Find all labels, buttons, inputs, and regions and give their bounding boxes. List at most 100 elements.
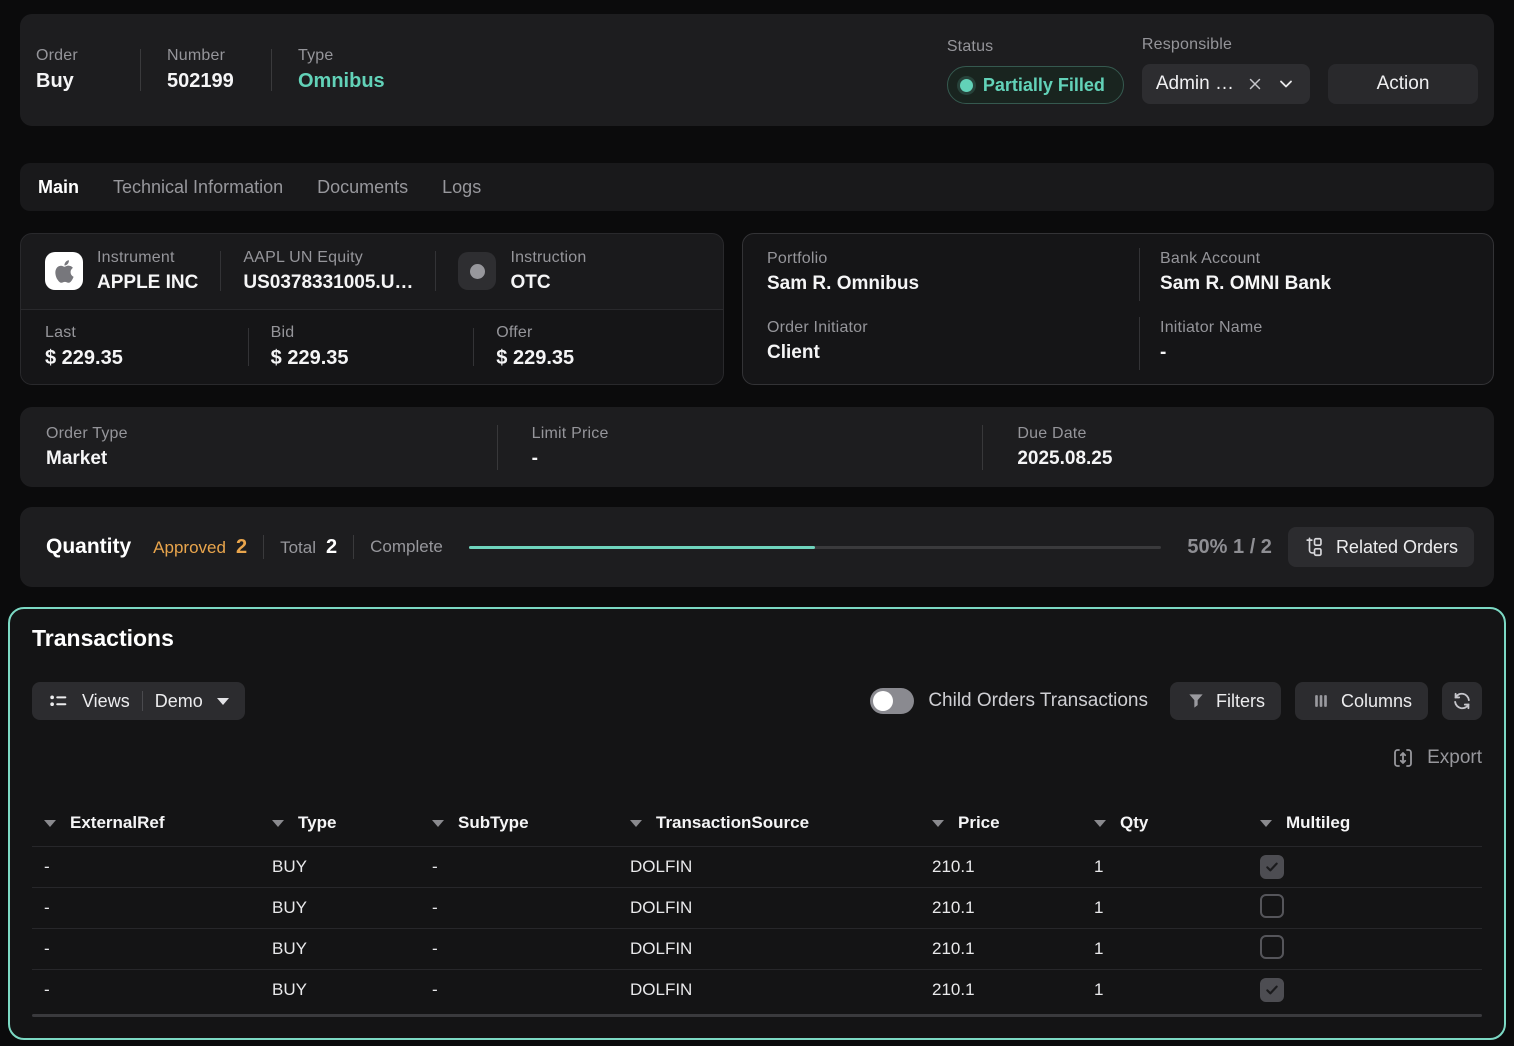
- cell-externalref: -: [44, 939, 50, 958]
- quantity-title: Quantity: [46, 535, 132, 558]
- column-header-transactionsource[interactable]: TransactionSource: [618, 813, 920, 833]
- divider: [263, 535, 265, 559]
- sort-caret-icon[interactable]: [1094, 819, 1106, 827]
- status-badge: Partially Filled: [946, 66, 1124, 104]
- order-header-fields: Order Buy Number 502199 Type Omnibus: [36, 47, 402, 93]
- child-orders-toggle-label: Child Orders Transactions: [928, 690, 1148, 711]
- order-details-strip: Order Type Market Limit Price - Due Date…: [20, 407, 1494, 487]
- cell-externalref: -: [44, 857, 50, 876]
- cell-price: 210.1: [932, 857, 975, 876]
- tab-main[interactable]: Main: [38, 176, 80, 197]
- column-header-label: SubType: [458, 813, 529, 832]
- table-row[interactable]: - BUY - DOLFIN 210.1 1: [32, 887, 1482, 928]
- table-header-row: ExternalRef Type SubType TransactionSource P…: [32, 800, 1482, 846]
- table-row[interactable]: - BUY - DOLFIN 210.1 1: [32, 928, 1482, 969]
- order-type-value: Market: [46, 447, 108, 469]
- approved-value: 2: [235, 535, 248, 558]
- refresh-icon: [1451, 690, 1473, 712]
- instrument-label: Instrument: [97, 248, 175, 266]
- sort-caret-icon[interactable]: [272, 819, 284, 827]
- instrument-top-row: Instrument APPLE INC AAPL UN Equity US03…: [21, 234, 723, 309]
- tabs-bar: Main Technical Information Documents Log…: [20, 163, 1494, 211]
- divider: [271, 49, 272, 91]
- status-dot-icon: [959, 78, 973, 92]
- ticker-field: AAPL UN Equity US0378331005.U…: [243, 249, 413, 294]
- cell-transactionsource: DOLFIN: [630, 939, 693, 958]
- columns-button[interactable]: Columns: [1294, 682, 1428, 720]
- column-header-label: Qty: [1120, 813, 1149, 832]
- views-icon: [48, 690, 70, 712]
- order-field: Order Buy: [36, 47, 140, 93]
- order-label: Order: [36, 47, 78, 64]
- table-row[interactable]: - BUY - DOLFIN 210.1 1: [32, 846, 1482, 887]
- portfolio-label: Portfolio: [767, 250, 828, 267]
- progress-text: 50% 1 / 2: [1187, 535, 1272, 558]
- filter-funnel-icon: [1186, 691, 1206, 711]
- related-orders-label: Related Orders: [1335, 536, 1458, 557]
- instrument-name: APPLE INC: [97, 271, 199, 293]
- last-value: $ 229.35: [45, 346, 123, 369]
- cell-type: BUY: [272, 898, 307, 917]
- cell-price: 210.1: [932, 898, 975, 917]
- column-header-qty[interactable]: Qty: [1082, 813, 1248, 833]
- export-icon: [1391, 746, 1415, 770]
- column-header-externalref[interactable]: ExternalRef: [32, 813, 260, 833]
- toolbar-right-group: Child Orders Transactions Filters: [870, 682, 1482, 720]
- horizontal-scrollbar[interactable]: [32, 1014, 1482, 1017]
- progress-fill: [468, 545, 816, 549]
- sort-caret-icon[interactable]: [44, 819, 56, 827]
- multileg-checkbox[interactable]: [1260, 977, 1284, 1002]
- status-label: Status: [946, 38, 994, 55]
- status-block: Status Partially Filled: [946, 38, 1124, 104]
- column-header-label: Price: [958, 813, 1000, 832]
- total-value: 2: [326, 535, 338, 558]
- sort-caret-icon[interactable]: [630, 819, 642, 827]
- responsible-block: Responsible Admin …: [1141, 36, 1310, 104]
- divider: [247, 327, 249, 366]
- multileg-checkbox[interactable]: [1260, 934, 1284, 959]
- cell-subtype: -: [432, 939, 438, 958]
- multileg-checkbox[interactable]: [1260, 854, 1284, 879]
- tab-technical-information[interactable]: Technical Information: [113, 176, 284, 197]
- refresh-button[interactable]: [1442, 682, 1482, 720]
- cell-externalref: -: [44, 980, 50, 999]
- instrument-card: Instrument APPLE INC AAPL UN Equity US03…: [20, 233, 724, 385]
- column-header-subtype[interactable]: SubType: [420, 813, 618, 833]
- table-row[interactable]: - BUY - DOLFIN 210.1 1: [32, 969, 1482, 1010]
- instrument-field: Instrument APPLE INC: [45, 249, 198, 294]
- caret-down-icon: [216, 697, 229, 705]
- info-cards-row: Instrument APPLE INC AAPL UN Equity US03…: [20, 233, 1494, 385]
- responsible-label: Responsible: [1141, 36, 1233, 53]
- isin-value: US0378331005.U…: [243, 271, 414, 293]
- cell-subtype: -: [432, 980, 438, 999]
- multileg-checkbox[interactable]: [1260, 893, 1284, 918]
- column-header-label: TransactionSource: [656, 813, 810, 832]
- due-date-value: 2025.08.25: [1017, 447, 1113, 469]
- initiator-name-field: Initiator Name -: [1139, 317, 1469, 370]
- child-orders-toggle[interactable]: [870, 688, 915, 714]
- cell-subtype: -: [432, 898, 438, 917]
- column-header-price[interactable]: Price: [920, 813, 1082, 833]
- column-header-type[interactable]: Type: [260, 813, 420, 833]
- cell-transactionsource: DOLFIN: [630, 898, 693, 917]
- export-button[interactable]: Export: [1427, 747, 1482, 768]
- approved-label: Approved: [153, 537, 226, 557]
- action-button[interactable]: Action: [1328, 64, 1478, 104]
- sort-caret-icon[interactable]: [932, 819, 944, 827]
- sort-caret-icon[interactable]: [432, 819, 444, 827]
- column-header-multileg[interactable]: Multileg: [1248, 813, 1482, 833]
- order-type-label: Order Type: [46, 424, 128, 442]
- tab-documents[interactable]: Documents: [317, 176, 409, 197]
- sort-caret-icon[interactable]: [1260, 819, 1272, 827]
- divider: [141, 691, 143, 711]
- responsible-value: Admin …: [1155, 73, 1234, 94]
- total-label: Total: [280, 537, 316, 557]
- responsible-select[interactable]: Admin …: [1141, 64, 1310, 104]
- views-dropdown[interactable]: Views Demo: [32, 682, 245, 720]
- filters-button[interactable]: Filters: [1169, 682, 1281, 720]
- related-orders-button[interactable]: Related Orders: [1287, 527, 1474, 567]
- chevron-down-icon[interactable]: [1276, 74, 1296, 94]
- tab-logs[interactable]: Logs: [442, 176, 482, 197]
- ticker-label: AAPL UN Equity: [243, 248, 363, 266]
- clear-responsible-icon[interactable]: [1246, 75, 1264, 93]
